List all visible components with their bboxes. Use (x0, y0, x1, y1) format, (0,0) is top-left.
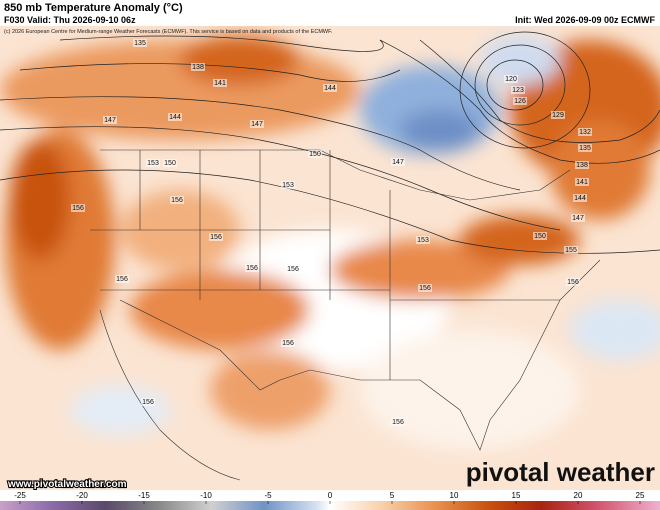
contour-label-bg (513, 97, 527, 105)
contour-label: 156 (246, 265, 258, 272)
contour-label: 135 (134, 40, 146, 47)
contour-label: 144 (169, 114, 181, 121)
contour-label-bg (323, 84, 337, 92)
contour-label: 138 (576, 162, 588, 169)
contour-label-bg (551, 111, 565, 119)
contour-label: 156 (171, 197, 183, 204)
colorbar (0, 501, 660, 510)
contour-label-bg (286, 265, 300, 273)
contour-label-bg (504, 75, 518, 83)
contour-label: 141 (576, 179, 588, 186)
contour-label-bg (575, 161, 589, 169)
contour-label-bg (71, 204, 85, 212)
logo: pivotal weather (466, 457, 655, 487)
contour-label-bg (308, 150, 322, 158)
contour-label-bg (571, 214, 585, 222)
contour-label: 147 (572, 215, 584, 222)
contour-label: 153 (417, 237, 429, 244)
borders (90, 149, 601, 481)
contour-label: 153 (282, 182, 294, 189)
contour-labels: 135 138 141 144 144 147 147 150 153 150 147 153 156 1… (71, 39, 592, 426)
contour-label-bg (578, 144, 592, 152)
contour-label-bg (250, 120, 264, 128)
contour-label-bg (168, 113, 182, 121)
contour-label: 156 (419, 285, 431, 292)
contour-label: 123 (512, 87, 524, 94)
contour-label-bg (418, 284, 432, 292)
contour-label-bg (573, 194, 587, 202)
contour-label: 156 (116, 276, 128, 283)
colorbar-tick-label: -15 (138, 491, 150, 500)
colorbar-tick-label: 10 (450, 491, 459, 500)
header-bar (0, 0, 660, 26)
contour-label: 141 (214, 80, 226, 87)
contour-label: 156 (567, 279, 579, 286)
contour-label-bg (511, 86, 525, 94)
colorbar-tick-label: -20 (76, 491, 88, 500)
contour-label: 144 (574, 195, 586, 202)
credit: (c) 2026 European Centre for Medium-rang… (4, 29, 333, 35)
contour-label-bg (391, 158, 405, 166)
contour-label-bg (575, 178, 589, 186)
valid-time: F030 Valid: Thu 2026-09-10 06z (4, 15, 136, 25)
contour-label-bg (578, 128, 592, 136)
colorbar-tick-label: 5 (390, 491, 395, 500)
contour-label: 129 (552, 112, 564, 119)
contour-label-bg (170, 196, 184, 204)
contour-label: 147 (104, 117, 116, 124)
site-url: www.pivotalweather.com (7, 479, 127, 490)
contour-label-bg (245, 264, 259, 272)
contour-label: 156 (72, 205, 84, 212)
contour-label-bg (115, 275, 129, 283)
contour-label: 150 (534, 233, 546, 240)
contour-label-bg (213, 79, 227, 87)
contour-label-bg (146, 159, 160, 167)
contour-label-bg (281, 339, 295, 347)
contour-label-bg (391, 418, 405, 426)
contour-label-bg (103, 116, 117, 124)
title: 850 mb Temperature Anomaly (°C) (4, 2, 183, 14)
contour-label-bg (141, 398, 155, 406)
contour-label: 138 (192, 64, 204, 71)
contour-label: 144 (324, 85, 336, 92)
colorbar-tick-label: -5 (264, 491, 272, 500)
contour-label: 150 (309, 151, 321, 158)
colorbar-tick-label: 20 (574, 491, 583, 500)
contour-label: 135 (579, 145, 591, 152)
contour-label-bg (281, 181, 295, 189)
colorbar-tick-label: 15 (512, 491, 521, 500)
contour-label: 150 (164, 160, 176, 167)
contour-label: 147 (251, 121, 263, 128)
contour-label: 156 (282, 340, 294, 347)
contour-label-bg (566, 278, 580, 286)
contour-label: 155 (565, 247, 577, 254)
contour-label: 156 (392, 419, 404, 426)
contour-label: 156 (210, 234, 222, 241)
init-time: Init: Wed 2026-09-09 00z ECMWF (515, 15, 655, 25)
contour-label: 147 (392, 159, 404, 166)
contour-label: 156 (287, 266, 299, 273)
contour-label-bg (163, 159, 177, 167)
contour-label-bg (209, 233, 223, 241)
colorbar-tick-label: -25 (14, 491, 26, 500)
colorbar-tick-label: -10 (200, 491, 212, 500)
contour-label: 120 (505, 76, 517, 83)
contour-label-bg (133, 39, 147, 47)
colorbar-tick-label: 0 (328, 491, 333, 500)
contour-label: 132 (579, 129, 591, 136)
colorbar-tick-label: 25 (636, 491, 645, 500)
contour-label-bg (191, 63, 205, 71)
contour-label: 153 (147, 160, 159, 167)
contour-label-bg (533, 232, 547, 240)
contour-label-bg (416, 236, 430, 244)
contour-label: 126 (514, 98, 526, 105)
contour-label: 156 (142, 399, 154, 406)
colorbar-ticks: -25 -20 -15 -10 -5 0 5 10 15 20 25 (14, 491, 645, 504)
contour-label-bg (564, 246, 578, 254)
